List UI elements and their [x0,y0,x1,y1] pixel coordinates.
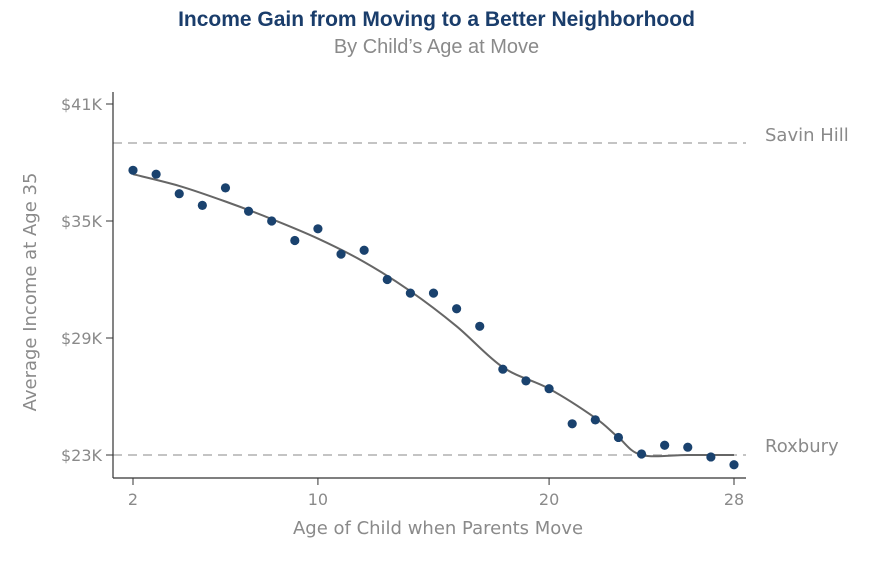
data-point [267,216,277,226]
data-point [636,449,647,459]
y-tick-label: $23K [61,446,103,465]
chart-subtitle: By Child’s Age at Move [333,36,540,58]
data-point [290,235,300,246]
reference-label: Roxbury [765,436,839,457]
x-tick-label: 20 [539,490,559,509]
data-point [405,288,415,298]
chart-title: Income Gain from Moving to a Better Neig… [178,8,695,31]
x-axis-label: Age of Child when Parents Move [293,518,583,539]
data-point [729,460,739,470]
data-point [498,364,508,374]
x-tick-label: 2 [128,490,138,509]
data-point [683,442,693,452]
data-point [382,274,392,285]
data-point [590,415,600,425]
data-point [336,249,346,259]
data-point [243,206,254,216]
y-tick-label: $35K [61,212,103,231]
data-point [613,432,624,443]
data-point [359,245,369,255]
fit-line [132,173,734,458]
data-point [660,440,670,450]
data-point [706,452,716,462]
y-tick-label: $29K [61,329,103,348]
data-point [313,224,323,234]
data-point [544,384,554,394]
data-point [428,288,439,298]
data-point [151,169,161,179]
data-point [475,321,485,331]
reference-label: Savin Hill [765,125,849,146]
data-point [128,165,138,175]
data-point [220,183,231,193]
x-tick-label: 10 [308,490,328,509]
data-point [197,200,207,210]
data-point [174,189,184,199]
y-axis-label: Average Income at Age 35 [20,173,41,412]
data-point [521,376,531,386]
data-point [452,304,462,314]
y-tick-label: $41K [61,95,103,114]
data-point [567,419,577,429]
x-tick-label: 28 [724,490,744,509]
